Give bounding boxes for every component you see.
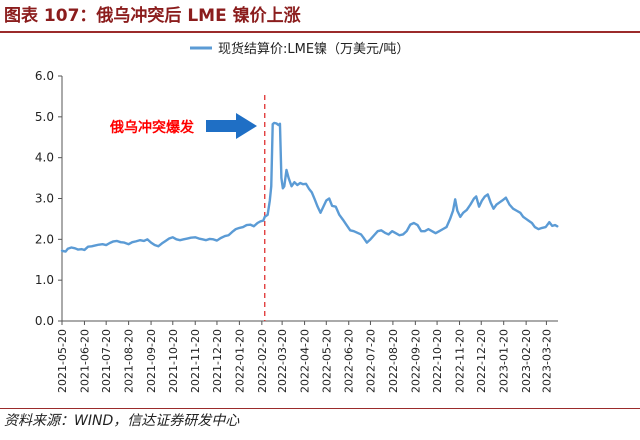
legend-label: 现货结算价:LME镍（万美元/吨） [218,41,409,57]
x-tick-label: 2021-11-20 [189,329,202,393]
y-tick-label: 1.0 [35,273,54,287]
x-tick-label: 2021-05-20 [56,329,69,393]
x-tick-label: 2023-03-20 [540,329,553,393]
x-tick-label: 2022-08-20 [387,329,400,393]
x-tick-label: 2021-08-20 [123,329,136,393]
chart-ticks: 0.0 1.0 2.0 3.0 4.0 5.0 6.0 2021-05-20 2021-06-2… [35,69,554,393]
chart-title: 图表 107：俄乌冲突后 LME 镍价上涨 [4,6,301,26]
y-tick-label: 0.0 [35,314,54,328]
x-tick-label: 2021-06-20 [78,329,91,393]
x-tick-label: 2023-02-20 [520,329,533,393]
x-tick-label: 2022-02-20 [256,329,269,393]
footer-divider [0,408,640,409]
y-tick-label: 6.0 [35,69,54,83]
x-tick-label: 2022-05-20 [320,329,333,393]
x-tick-label: 2022-01-20 [233,329,246,393]
x-tick-label: 2022-10-20 [431,329,444,393]
y-tick-label: 5.0 [35,110,54,124]
title-divider [0,31,640,33]
chart-annotation: 俄乌冲突爆发 [109,95,266,321]
y-tick-label: 3.0 [35,192,54,206]
y-tick-label: 2.0 [35,232,54,246]
y-tick-label: 4.0 [35,151,54,165]
x-tick-label: 2021-07-20 [100,329,113,393]
x-tick-label: 2023-01-20 [498,329,511,393]
series-line-lme-nickel [60,121,559,253]
x-tick-label: 2021-12-20 [211,329,224,393]
event-arrow [206,113,257,139]
chart-area: 0.0 1.0 2.0 3.0 4.0 5.0 6.0 2021-05-20 2021-06-2… [35,41,559,393]
x-tick-label: 2022-09-20 [409,329,422,393]
chart-legend: 现货结算价:LME镍（万美元/吨） [190,41,409,57]
x-tick-label: 2022-12-20 [475,329,488,393]
event-label: 俄乌冲突爆发 [109,119,195,136]
x-tick-label: 2021-10-20 [167,329,180,393]
x-tick-label: 2022-03-20 [276,329,289,393]
x-tick-label: 2022-07-20 [364,329,377,393]
chart-series [60,121,559,253]
x-tick-label: 2022-11-20 [454,329,467,393]
source-note: 资料来源：WIND，信达证券研发中心 [4,413,240,429]
x-tick-label: 2021-09-20 [145,329,158,393]
x-tick-label: 2022-04-20 [299,329,312,393]
x-tick-label: 2022-06-20 [343,329,356,393]
